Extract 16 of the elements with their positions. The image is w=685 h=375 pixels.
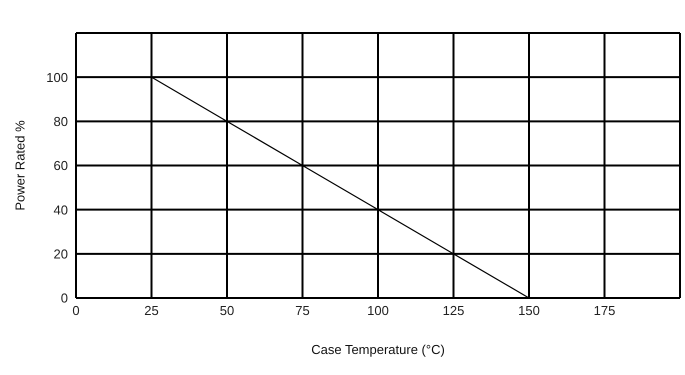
- y-tick-label: 40: [54, 202, 68, 218]
- x-tick-label: 125: [442, 303, 464, 318]
- y-axis-title: Power Rated %: [12, 120, 28, 211]
- x-axis-title: Case Temperature (°C): [311, 342, 445, 357]
- y-tick-label: 20: [54, 246, 68, 262]
- y-tick-label: 0: [60, 290, 68, 306]
- x-tick-label: 75: [295, 303, 310, 318]
- x-tick-label: 100: [367, 303, 389, 318]
- y-tick-label: 60: [54, 158, 68, 174]
- x-tick-label: 0: [72, 303, 80, 318]
- x-tick-label: 175: [594, 303, 616, 318]
- x-tick-label: 25: [144, 303, 159, 318]
- x-tick-label: 150: [518, 303, 540, 318]
- x-tick-label: 50: [220, 303, 234, 318]
- y-tick-label: 80: [54, 114, 68, 129]
- y-tick-label: 100: [46, 70, 68, 85]
